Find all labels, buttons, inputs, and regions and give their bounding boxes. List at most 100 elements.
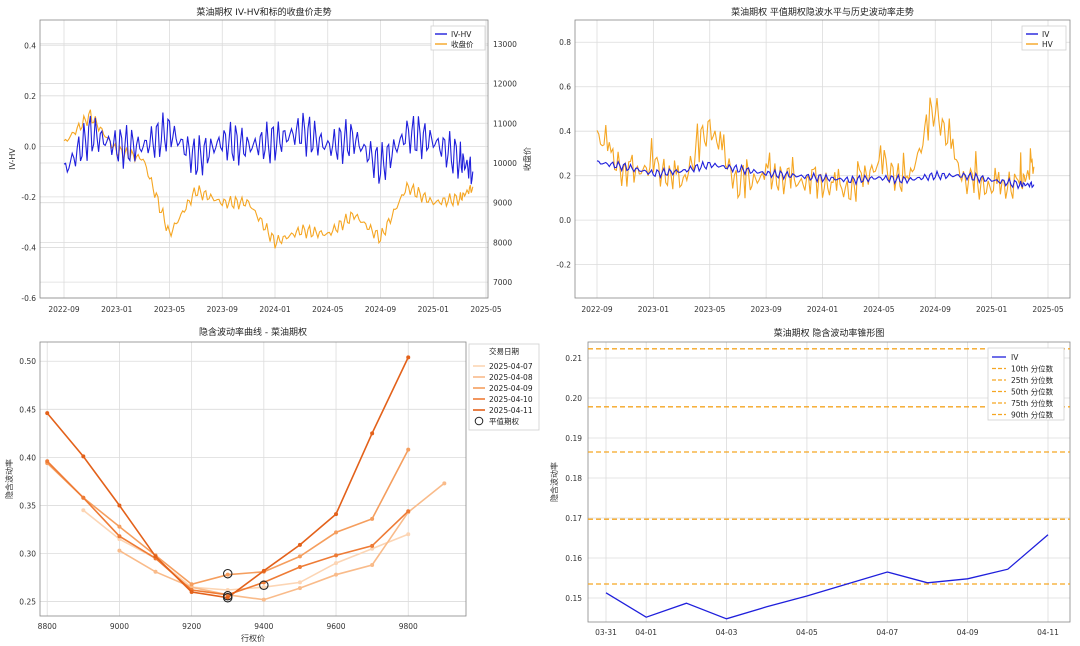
y-tick-label: 0.2 — [24, 92, 36, 101]
y-tick-label: 0.0 — [24, 142, 36, 151]
y2-tick-label: 11000 — [493, 119, 517, 128]
panel-iv-smile: 8800 9000 9200 9400 9600 9800 0.50 0.45 0.40 0.35… — [4, 326, 540, 643]
data-point — [189, 589, 194, 594]
x-tick-label: 9400 — [254, 622, 273, 631]
x-tick-label: 2025-01 — [418, 305, 450, 314]
y-tick-label: 0.18 — [565, 474, 582, 483]
x-tick-label: 04-05 — [796, 628, 818, 637]
x-tick-label: 2024-05 — [312, 305, 344, 314]
x-tick-label: 2025-05 — [470, 305, 502, 314]
data-point — [334, 572, 339, 577]
data-point — [406, 355, 411, 360]
data-point — [370, 543, 375, 548]
data-point — [153, 554, 158, 559]
y-axis-label: 隐含波动率 — [549, 462, 559, 502]
y-axis-label: IV-HV — [8, 148, 17, 170]
data-point — [261, 568, 266, 573]
y-tick-label: 0.45 — [19, 405, 36, 414]
y-tick-label: 0.20 — [565, 394, 582, 403]
y-tick-label: 0.50 — [19, 357, 36, 366]
x-tick-label: 9000 — [110, 622, 129, 631]
x-tick-label: 2023-09 — [750, 305, 782, 314]
panel-ivhv-close: 2022-09 2023-01 2023-05 2023-09 2024-01 2024-… — [8, 6, 532, 314]
y-axis-label: 隐含波动率 — [4, 459, 14, 499]
data-point — [370, 431, 375, 436]
data-point — [117, 503, 122, 508]
x-tick-label: 2022-09 — [581, 305, 613, 314]
legend-label: 收盘价 — [451, 39, 474, 49]
legend-label: 2025-04-10 — [489, 395, 533, 404]
data-point — [81, 508, 86, 513]
plot-frame — [574, 19, 1071, 299]
plot-frame — [587, 341, 1071, 623]
x-tick-label: 2024-09 — [920, 305, 952, 314]
y-tick-label: 0.0 — [559, 216, 571, 225]
data-point — [370, 563, 375, 568]
legend-box — [430, 25, 486, 51]
x-tick-label: 2025-01 — [976, 305, 1008, 314]
y-tick-label: 0.2 — [559, 172, 571, 181]
legend-label: 2025-04-11 — [489, 406, 533, 415]
x-tick-label: 2022-09 — [48, 305, 80, 314]
legend-label: IV — [1042, 30, 1050, 39]
series-line-2025-04-11 — [46, 357, 409, 599]
y-tick-label: 0.19 — [565, 434, 582, 443]
x-tick-label: 2023-01 — [101, 305, 133, 314]
y-tick-label: 0.15 — [565, 594, 582, 603]
legend-label: 90th 分位数 — [1011, 410, 1054, 420]
data-point — [442, 481, 447, 486]
data-point — [225, 588, 230, 593]
y-tick-label: -0.4 — [21, 243, 36, 252]
y-tick-label: 0.30 — [19, 550, 36, 559]
x-tick-label: 2023-05 — [694, 305, 726, 314]
data-point — [297, 586, 302, 591]
data-point — [261, 597, 266, 602]
legend-title: 交易日期 — [489, 346, 519, 356]
x-tick-label: 04-03 — [716, 628, 738, 637]
y2-tick-label: 8000 — [493, 238, 512, 247]
data-point — [297, 542, 302, 547]
y-tick-label: 0.4 — [24, 41, 36, 50]
series-line-hv — [596, 97, 1035, 202]
y-tick-label: 0.21 — [565, 354, 582, 363]
plot-frame — [39, 19, 489, 299]
panel-iv-hv: 2022-09 2023-01 2023-05 2023-09 2024-01 2024-… — [556, 6, 1071, 314]
data-point — [334, 553, 339, 558]
legend-label: HV — [1042, 40, 1054, 49]
chart-title: 隐含波动率曲线 - 菜油期权 — [199, 326, 307, 338]
x-tick-label: 03-31 — [595, 628, 617, 637]
x-tick-label: 2023-01 — [638, 305, 670, 314]
y-tick-label: 0.8 — [559, 38, 571, 47]
legend-box — [1021, 25, 1067, 51]
legend-label: 2025-04-07 — [489, 362, 533, 371]
x-tick-label: 8800 — [38, 622, 57, 631]
legend-box — [468, 343, 540, 431]
data-point — [117, 534, 122, 539]
data-point — [45, 411, 50, 416]
y-tick-label: 0.25 — [19, 598, 36, 607]
y2-axis-label: 收盘价 — [522, 147, 532, 171]
legend-label: 50th 分位数 — [1011, 387, 1054, 397]
y-tick-label: 0.40 — [19, 453, 36, 462]
x-tick-label: 2024-09 — [365, 305, 397, 314]
y-tick-label: 0.17 — [565, 514, 582, 523]
data-point — [334, 512, 339, 517]
data-point — [406, 509, 411, 514]
atm-marker — [259, 580, 269, 590]
y2-tick-label: 7000 — [493, 278, 512, 287]
data-point — [153, 569, 158, 574]
x-tick-label: 04-01 — [635, 628, 657, 637]
atm-marker — [222, 568, 233, 579]
plot-frame — [39, 341, 467, 617]
data-point — [117, 524, 122, 529]
legend-label: 25th 分位数 — [1011, 375, 1054, 385]
x-tick-label: 9200 — [182, 622, 201, 631]
data-point — [117, 548, 122, 553]
data-point — [297, 564, 302, 569]
x-tick-label: 2024-01 — [807, 305, 839, 314]
y-tick-label: 0.35 — [19, 501, 36, 510]
legend-label: 75th 分位数 — [1011, 398, 1054, 408]
chart-title: 菜油期权 IV-HV和标的收盘价走势 — [196, 6, 331, 18]
data-point — [225, 595, 230, 600]
